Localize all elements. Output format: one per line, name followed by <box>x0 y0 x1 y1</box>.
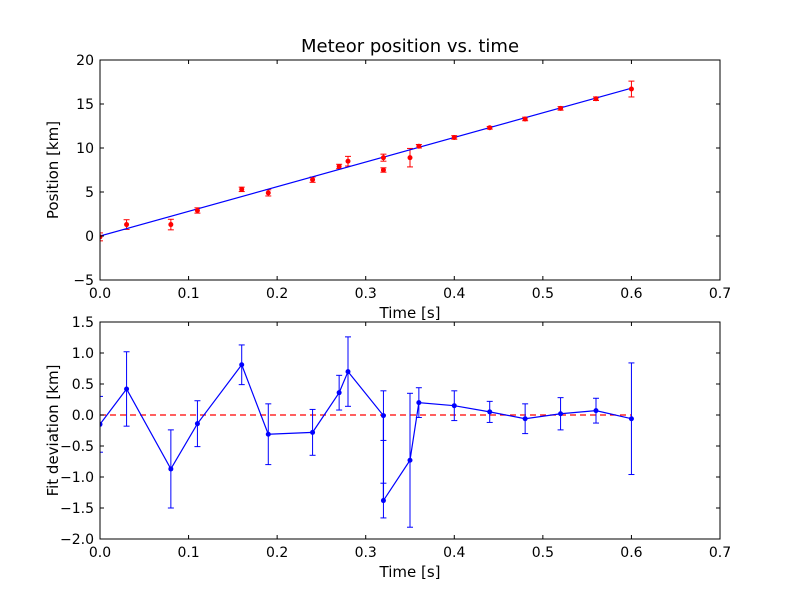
data-point <box>416 143 422 149</box>
data-point <box>558 105 564 111</box>
x-axis-label: Time [s] <box>379 304 441 322</box>
data-point <box>487 409 493 415</box>
y-tick-label: 1.0 <box>72 346 94 362</box>
data-point <box>310 177 316 183</box>
x-tick-label: 0.3 <box>355 545 377 561</box>
fit-line <box>100 87 632 237</box>
y-tick-label: −5 <box>73 273 94 289</box>
y-tick-label: −1.5 <box>60 501 94 517</box>
data-point <box>345 369 351 375</box>
data-point <box>451 403 457 409</box>
data-point <box>628 416 634 422</box>
chart-title: Meteor position vs. time <box>301 36 519 57</box>
y-tick-label: −2.0 <box>60 532 94 548</box>
data-point <box>336 163 342 169</box>
data-point <box>194 421 200 427</box>
y-tick-label: −0.5 <box>60 439 94 455</box>
data-point <box>558 411 564 417</box>
y-tick-label: −1.0 <box>60 470 94 486</box>
data-point <box>168 222 174 228</box>
deviation-chart: 0.0 0.1 0.2 0.3 0.4 0.5 0.6 0.7 −2.0 −1.5 −1.0 −0.5… <box>44 315 731 581</box>
data-point <box>239 186 245 192</box>
y-tick-label: 1.5 <box>72 315 94 331</box>
x-tick-label: 0.1 <box>177 545 199 561</box>
y-tick-label: 15 <box>76 97 94 113</box>
data-point <box>194 207 200 213</box>
y-tick-label: 5 <box>85 185 94 201</box>
y-tick-label: 10 <box>76 141 94 157</box>
data-point <box>380 498 386 504</box>
x-tick-label: 0.1 <box>177 286 199 302</box>
data-point <box>124 386 130 392</box>
data-point <box>265 190 271 196</box>
y-tick-label: 0.5 <box>72 377 94 393</box>
x-tick-label: 0.5 <box>532 545 554 561</box>
data-point <box>407 155 413 161</box>
data-point <box>265 431 271 437</box>
data-point <box>100 421 103 427</box>
data-point <box>628 86 634 92</box>
x-tick-label: 0.4 <box>443 286 465 302</box>
data-point <box>487 125 493 131</box>
data-point <box>380 413 386 419</box>
x-tick-label: 0.4 <box>443 545 465 561</box>
x-tick-label: 0.6 <box>620 286 642 302</box>
x-tick-label: 0.2 <box>266 545 288 561</box>
x-tick-label: 0.3 <box>355 286 377 302</box>
position-chart: 0.0 0.1 0.2 0.3 0.4 0.5 0.6 0.7 −5 0 5 10 15 20 Time [… <box>44 36 731 322</box>
y-axis-label: Position [km] <box>44 121 62 219</box>
data-point <box>124 222 130 228</box>
data-point <box>380 155 386 161</box>
data-point <box>336 390 342 396</box>
axes-frame <box>99 59 721 281</box>
data-point <box>522 116 528 122</box>
x-axis-label: Time [s] <box>379 563 441 581</box>
plot-area <box>100 80 635 242</box>
data-point <box>593 96 599 102</box>
data-point <box>380 167 386 173</box>
plot-area <box>100 336 635 528</box>
data-point <box>310 429 316 435</box>
x-tick-label: 0.5 <box>532 286 554 302</box>
data-point <box>239 362 245 368</box>
data-point <box>522 416 528 422</box>
x-tick-label: 0.2 <box>266 286 288 302</box>
data-point <box>345 158 351 164</box>
y-tick-label: 0.0 <box>72 408 94 424</box>
x-tick-label: 0.0 <box>89 286 111 302</box>
axes-frame <box>99 321 721 540</box>
data-point <box>168 466 174 472</box>
data-point <box>451 134 457 140</box>
y-tick-label: 0 <box>85 229 94 245</box>
data-point <box>416 400 422 406</box>
y-tick-label: 20 <box>76 53 94 69</box>
deviation-line <box>100 363 632 503</box>
x-tick-label: 0.0 <box>89 545 111 561</box>
data-point <box>407 457 413 463</box>
x-tick-label: 0.7 <box>709 545 731 561</box>
y-axis-label: Fit deviation [km] <box>44 365 62 497</box>
x-tick-label: 0.7 <box>709 286 731 302</box>
data-point <box>593 408 599 414</box>
x-tick-label: 0.6 <box>620 545 642 561</box>
